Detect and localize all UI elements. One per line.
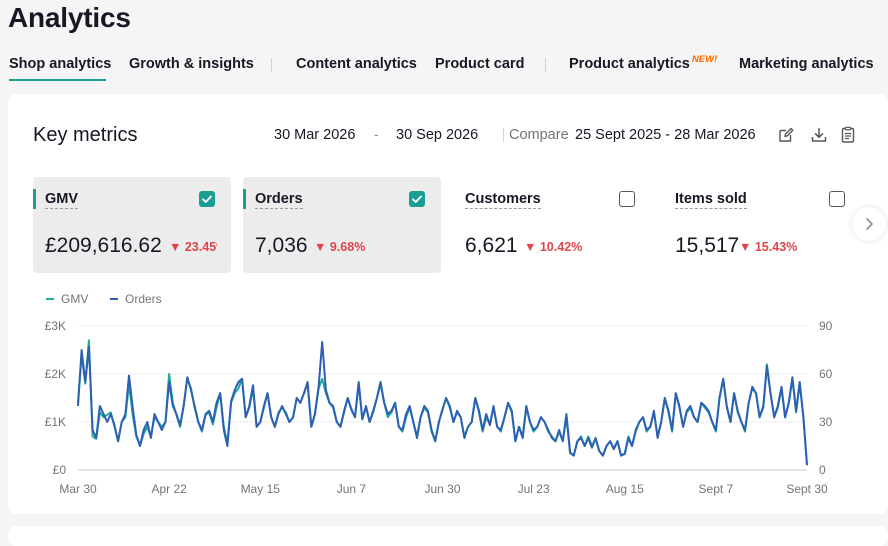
checkbox-checked-icon[interactable]	[199, 191, 215, 207]
tab-divider	[545, 58, 546, 72]
report-icon[interactable]	[839, 126, 857, 144]
metric-label: Orders	[255, 191, 303, 209]
metric-color-bar	[243, 189, 246, 209]
metric-change: ▼ 23.45%	[169, 240, 217, 254]
metric-label: Items sold	[675, 191, 747, 209]
y-left-tick-label: £0	[53, 463, 67, 477]
secondary-card	[8, 526, 888, 546]
edit-icon[interactable]	[777, 126, 795, 144]
tab-bar: Shop analytics Growth & insights Content…	[0, 52, 888, 84]
y-right-tick-label: 60	[819, 367, 833, 381]
compare-divider	[503, 128, 504, 142]
y-right-tick-label: 0	[819, 463, 826, 477]
orders-series-line	[77, 341, 808, 466]
metric-card-orders[interactable]: Orders 7,036 ▼ 9.68%	[243, 177, 441, 273]
x-tick-label: Apr 22	[151, 482, 187, 496]
key-metrics-title: Key metrics	[33, 124, 138, 146]
metric-change: ▼ 10.42%	[524, 240, 582, 254]
x-tick-label: May 15	[241, 482, 281, 496]
legend-label: Orders	[125, 292, 162, 306]
checkbox-unchecked-icon[interactable]	[619, 191, 635, 207]
tab-growth-insights[interactable]: Growth & insights	[129, 56, 254, 72]
arrow-down-icon: ▼	[169, 240, 182, 254]
key-metrics-card: Key metrics 30 Mar 2026 - 30 Sep 2026 Co…	[8, 94, 888, 514]
x-tick-label: Jun 7	[337, 482, 367, 496]
metric-change-text: 10.42%	[539, 240, 583, 254]
tab-shop-analytics[interactable]: Shop analytics	[9, 56, 112, 72]
download-icon[interactable]	[810, 126, 828, 144]
tab-content-analytics[interactable]: Content analytics	[296, 56, 417, 72]
metrics-line-chart: GMV Orders £0 £1K £2K £3K 0 30 60 90 Mar 30 Apr 22 M…	[45, 292, 833, 496]
metric-change-text: 23.45%	[184, 240, 217, 254]
metric-change: ▼ 9.68%	[314, 240, 365, 254]
metric-card-customers[interactable]: Customers 6,621 ▼ 10.42%	[453, 177, 651, 273]
metric-color-bar	[33, 189, 36, 209]
compare-label: Compare	[509, 127, 569, 143]
date-start[interactable]: 30 Mar 2026	[274, 127, 356, 143]
date-dash: -	[374, 126, 379, 142]
metric-label: GMV	[45, 191, 79, 209]
date-end[interactable]: 30 Sep 2026	[396, 127, 479, 143]
arrow-down-icon: ▼	[524, 240, 537, 254]
chevron-right-icon	[866, 218, 873, 230]
x-tick-label: Jul 23	[518, 482, 550, 496]
metric-change: ▼ 15.43%	[739, 240, 797, 254]
y-left-tick-label: £2K	[45, 367, 66, 381]
x-tick-label: Sept 7	[699, 482, 734, 496]
tab-product-card[interactable]: Product card	[435, 56, 525, 72]
y-right-tick-label: 90	[819, 319, 833, 333]
active-tab-indicator	[9, 79, 106, 81]
y-left-tick-label: £1K	[45, 415, 66, 429]
gmv-series-line	[77, 339, 808, 466]
metric-value: 15,517	[675, 234, 740, 257]
metric-change-text: 15.43%	[754, 240, 798, 254]
arrow-down-icon: ▼	[739, 240, 752, 254]
legend-label: GMV	[61, 292, 88, 306]
x-tick-label: Mar 30	[59, 482, 97, 496]
tab-product-analytics[interactable]: Product analytics NEW!	[569, 54, 718, 72]
metric-value: 7,036	[255, 234, 308, 257]
compare-range[interactable]: 25 Sept 2025 - 28 Mar 2026	[575, 127, 756, 143]
y-right-tick-label: 30	[819, 415, 833, 429]
metric-label: Customers	[465, 191, 541, 209]
metric-change-text: 9.68%	[329, 240, 366, 254]
tab-marketing-analytics[interactable]: Marketing analytics	[739, 56, 874, 72]
metric-card-gmv[interactable]: GMV £209,616.62 ▼ 23.45%	[33, 177, 231, 273]
metric-value: 6,621	[465, 234, 518, 257]
x-tick-label: Jun 30	[424, 482, 460, 496]
new-badge: NEW!	[691, 54, 718, 65]
x-tick-label: Sept 30	[786, 482, 828, 496]
metric-card-items-sold[interactable]: Items sold 15,517 ▼ 15.43%	[663, 177, 861, 273]
metric-value: £209,616.62	[45, 234, 162, 257]
y-left-tick-label: £3K	[45, 319, 66, 333]
checkbox-checked-icon[interactable]	[409, 191, 425, 207]
checkbox-unchecked-icon[interactable]	[829, 191, 845, 207]
tab-product-analytics-label: Product analytics	[569, 56, 690, 72]
x-tick-label: Aug 15	[606, 482, 644, 496]
next-arrow-button[interactable]	[852, 207, 886, 241]
page-title: Analytics	[8, 2, 131, 33]
tab-divider	[271, 58, 272, 72]
arrow-down-icon: ▼	[314, 240, 327, 254]
